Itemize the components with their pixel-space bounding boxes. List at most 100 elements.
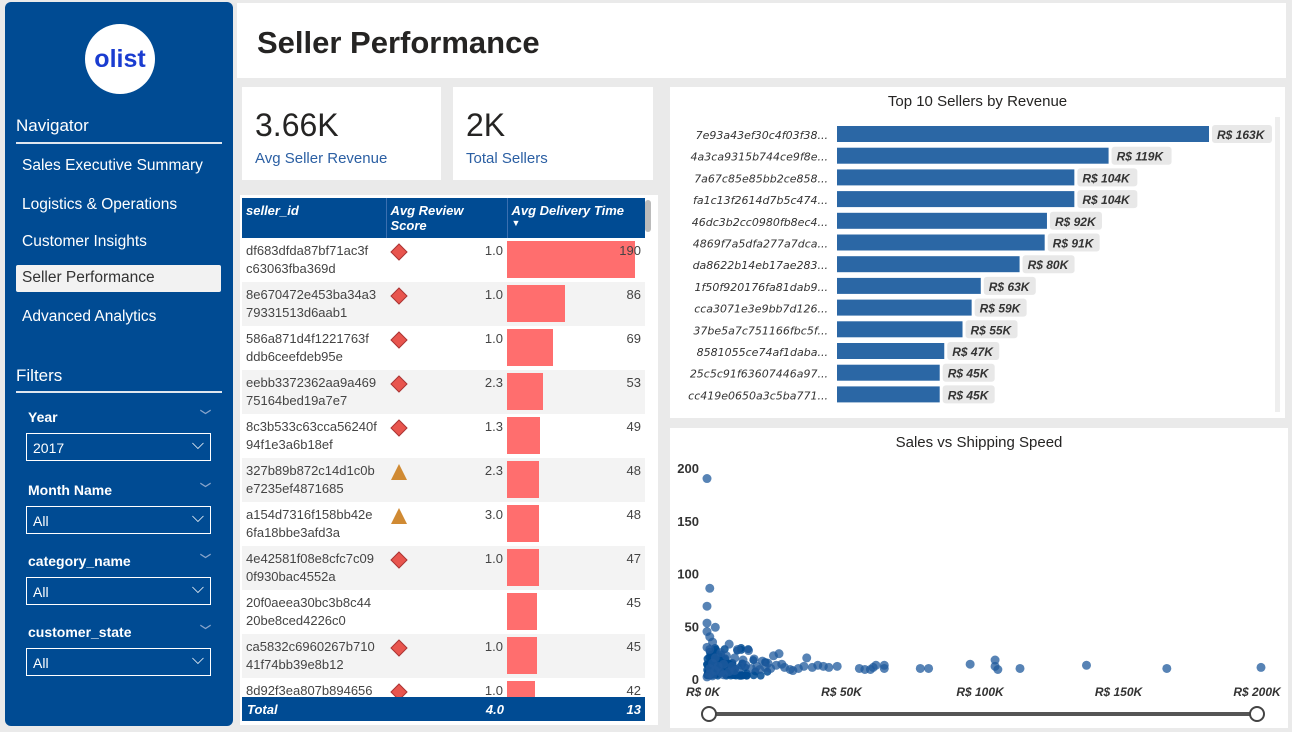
table-row[interactable]: 586a871d4f1221763f ddb6ceefdeb95e 1.0 69 (242, 326, 645, 370)
filter-year-label: Year ﹀ (28, 409, 211, 425)
x-tick-label: R$ 150K (1095, 685, 1144, 699)
chevron-down-icon: ⌵ (192, 580, 204, 598)
seller-table-card: seller_id Avg Review Score Avg Delivery … (240, 195, 658, 725)
review-value: 2.3 (485, 374, 503, 392)
filter-state-select[interactable]: All ⌵ (26, 648, 211, 676)
filter-month-label: Month Name ﹀ (28, 482, 211, 498)
nav-seller-performance[interactable]: Seller Performance (16, 265, 221, 292)
scatter-point (703, 474, 712, 483)
scatter-point (880, 664, 889, 673)
x-tick-label: R$ 0K (686, 685, 721, 699)
bar (837, 321, 963, 337)
delivery-cell: 53 (507, 370, 645, 414)
scatter-point (755, 665, 764, 674)
bar (837, 343, 944, 359)
x-tick-label: R$ 50K (821, 685, 863, 699)
nav-sales-executive-summary[interactable]: Sales Executive Summary (16, 153, 221, 180)
page-header: Seller Performance (237, 3, 1286, 78)
col-avg-delivery-time[interactable]: Avg Delivery Time ▼ (507, 198, 645, 238)
table-row[interactable]: 8e670472e453ba34a3 79331513d6aab1 1.0 86 (242, 282, 645, 326)
bar-category-label: fa1c13f2614d7b5c474... (693, 194, 828, 207)
review-value: 1.0 (485, 242, 503, 260)
bar-data-label: R$ 163K (1217, 128, 1266, 142)
table-scrollbar[interactable] (645, 200, 651, 232)
delivery-bar (507, 505, 539, 542)
table-row[interactable]: 8c3b533c63cca56240f 94f1e3a6b18ef 1.3 49 (242, 414, 645, 458)
review-cell: 1.0 (386, 678, 507, 697)
chevron-down-icon[interactable]: ﹀ (200, 551, 211, 567)
filter-month-select[interactable]: All ⌵ (26, 506, 211, 534)
seller-id: 8e670472e453ba34a3 79331513d6aab1 (242, 282, 386, 326)
scatter-point (780, 663, 789, 672)
seller-id: a154d7316f158bb42e 6fa18bbe3afd3a (242, 502, 386, 546)
scatter-point (722, 651, 731, 660)
chevron-down-icon: ⌵ (192, 651, 204, 669)
slider-handle-min[interactable] (702, 707, 716, 721)
table-row[interactable]: eebb3372362aa9a469 75164bed19a7e7 2.3 53 (242, 370, 645, 414)
chevron-down-icon[interactable]: ﹀ (200, 622, 211, 638)
bar-data-label: R$ 63K (989, 280, 1031, 294)
bar-category-label: cca3071e3e9bb7d126... (694, 303, 828, 316)
bar-category-label: 25c5c91f63607446a97... (690, 368, 828, 381)
table-total-row: Total 4.0 13 (242, 697, 645, 721)
table-row[interactable]: a154d7316f158bb42e 6fa18bbe3afd3a 3.0 48 (242, 502, 645, 546)
scatter-point (966, 660, 975, 669)
seller-table-scroll-area: seller_id Avg Review Score Avg Delivery … (242, 198, 645, 697)
delivery-value: 48 (627, 506, 641, 524)
nav-advanced-analytics[interactable]: Advanced Analytics (16, 304, 221, 331)
delivery-value: 48 (627, 462, 641, 480)
col-avg-review-score[interactable]: Avg Review Score (386, 198, 507, 238)
chevron-down-icon[interactable]: ﹀ (200, 407, 211, 423)
delivery-value: 190 (619, 242, 641, 260)
bar-data-label: R$ 92K (1055, 215, 1097, 229)
total-delivery: 13 (508, 702, 641, 717)
sales-shipping-chart: Sales vs Shipping Speed 0 50 100 150 200 R$ 0… (670, 428, 1288, 728)
scatter-point (993, 665, 1002, 674)
table-row[interactable]: ca5832c6960267b710 41f74bb39e8b12 1.0 45 (242, 634, 645, 678)
table-row[interactable]: 20f0aeea30bc3b8c44 20be8ced4226c0 45 (242, 590, 645, 634)
chart-scrollbar[interactable] (1275, 117, 1280, 412)
table-row[interactable]: 4e42581f08e8cfc7c09 0f930bac4552a 1.0 47 (242, 546, 645, 590)
delivery-value: 69 (627, 330, 641, 348)
scatter-point (730, 666, 739, 675)
nav-customer-insights[interactable]: Customer Insights (16, 229, 221, 256)
filter-category-select[interactable]: All ⌵ (26, 577, 211, 605)
diamond-icon (390, 331, 408, 349)
bar-data-label: R$ 47K (952, 345, 994, 359)
delivery-bar (507, 593, 537, 630)
bar (837, 386, 940, 402)
filter-year-select[interactable]: 2017 ⌵ (26, 433, 211, 461)
nav-logistics-operations[interactable]: Logistics & Operations (16, 192, 221, 219)
review-value: 1.0 (485, 682, 503, 697)
scatter-point (916, 664, 925, 673)
bar-chart-svg: 7e93a43ef30c4f03f38... R$ 163K 4a3ca9315b7… (670, 87, 1285, 418)
review-cell (386, 590, 507, 634)
bar-category-label: cc419e0650a3c5ba771... (688, 389, 828, 402)
kpi-total-sellers: 2K Total Sellers (453, 87, 653, 180)
delivery-bar (507, 637, 537, 674)
bar (837, 191, 1074, 207)
y-tick-label: 50 (685, 619, 699, 634)
delivery-cell: 49 (507, 414, 645, 458)
delivery-value: 45 (627, 638, 641, 656)
delivery-cell: 42 (507, 678, 645, 697)
chevron-down-icon[interactable]: ﹀ (200, 480, 211, 496)
scatter-point (743, 672, 751, 680)
table-row[interactable]: df683dfda87bf71ac3f c63063fba369d 1.0 19… (242, 238, 645, 282)
review-cell: 2.3 (386, 458, 507, 502)
review-cell: 1.0 (386, 326, 507, 370)
col-seller-id[interactable]: seller_id (242, 198, 386, 238)
seller-id: 8d92f3ea807b894656 43c219455e7369 (242, 678, 386, 697)
bar (837, 126, 1209, 142)
bar (837, 213, 1047, 229)
table-row[interactable]: 8d92f3ea807b894656 43c219455e7369 1.0 42 (242, 678, 645, 697)
review-cell: 1.3 (386, 414, 507, 458)
bar (837, 148, 1109, 164)
review-value: 1.0 (485, 550, 503, 568)
kpi-label: Total Sellers (466, 150, 548, 167)
table-row[interactable]: 327b89b872c14d1c0b e7235ef4871685 2.3 48 (242, 458, 645, 502)
seller-table: seller_id Avg Review Score Avg Delivery … (242, 198, 645, 697)
y-tick-label: 150 (677, 514, 699, 529)
slider-handle-max[interactable] (1250, 707, 1264, 721)
seller-id: ca5832c6960267b710 41f74bb39e8b12 (242, 634, 386, 678)
